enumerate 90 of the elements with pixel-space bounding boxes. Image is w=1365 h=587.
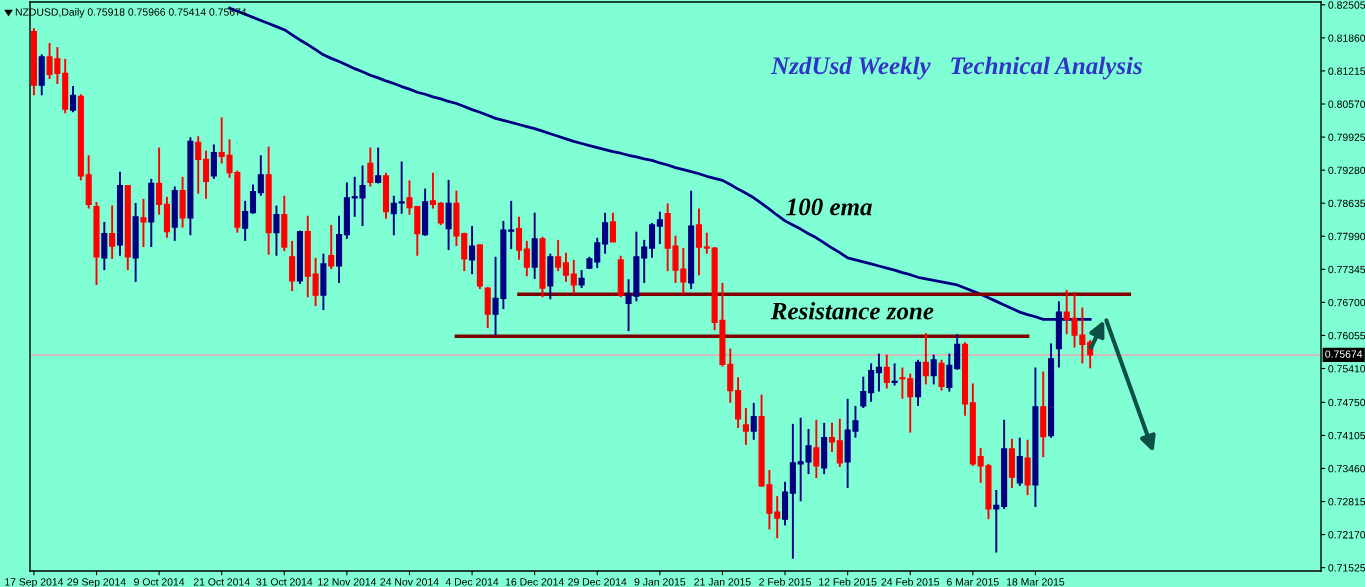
candlestick xyxy=(774,495,781,540)
y-tick-label: 0.79280 xyxy=(1328,166,1365,175)
candlestick xyxy=(602,211,609,255)
candlestick xyxy=(742,407,749,446)
candlestick xyxy=(641,238,648,284)
candlestick xyxy=(609,211,616,243)
x-tick-label: 24 Feb 2015 xyxy=(881,577,940,586)
candlestick xyxy=(249,183,257,215)
candlestick xyxy=(328,224,335,271)
y-tick-label: 0.76055 xyxy=(1328,331,1365,340)
candlestick xyxy=(703,231,710,255)
x-tick-label: 29 Sep 2014 xyxy=(67,578,126,587)
candlestick xyxy=(993,489,1000,554)
candlestick xyxy=(570,258,577,295)
candlestick xyxy=(860,375,867,409)
candlestick xyxy=(562,251,570,283)
series-label: 100 ema xyxy=(786,198,872,216)
candlestick xyxy=(899,366,906,400)
candlestick xyxy=(750,401,757,441)
text: NzdUsd Weekly Technical Analysis xyxy=(770,56,1142,80)
candlestick xyxy=(312,256,319,307)
y-tick-label: 0.71525 xyxy=(1328,564,1365,572)
candlestick xyxy=(375,146,382,185)
candlestick xyxy=(868,362,875,403)
x-tick-label: 12 Feb 2015 xyxy=(819,577,877,586)
candlestick xyxy=(922,332,929,386)
candlestick xyxy=(367,146,374,188)
candlestick xyxy=(156,146,163,216)
candlestick xyxy=(469,225,476,276)
y-tick-label: 0.81860 xyxy=(1328,34,1365,42)
candlestick xyxy=(398,160,405,215)
candlestick xyxy=(656,210,663,245)
candlestick xyxy=(875,352,882,393)
candlestick xyxy=(242,199,249,242)
candlestick xyxy=(930,353,937,386)
candlestick xyxy=(515,215,523,261)
y-tick-label: 0.80570 xyxy=(1328,100,1365,108)
x-tick-label: 18 Mar 2015 xyxy=(1006,578,1065,586)
candlestick xyxy=(648,221,656,259)
candlestick xyxy=(907,372,914,434)
candlestick xyxy=(555,238,562,273)
candlestick xyxy=(437,200,444,226)
candlestick xyxy=(938,358,945,392)
x-tick-label: 4 Dec 2014 xyxy=(445,578,499,586)
candlestick xyxy=(273,204,280,257)
candlestick xyxy=(508,199,515,251)
y-tick-label: 0.78635 xyxy=(1328,199,1365,208)
candlestick xyxy=(813,418,820,480)
x-tick-label: 17 Sep 2014 xyxy=(5,578,64,587)
y-tick-label: 0.74105 xyxy=(1328,431,1365,440)
candlestick xyxy=(883,353,890,390)
candlestick xyxy=(257,154,264,197)
y-tick-label: 0.81215 xyxy=(1328,67,1365,75)
x-tick-label: 16 Dec 2014 xyxy=(505,578,564,586)
x-tick-label: 6 Mar 2015 xyxy=(947,578,999,586)
y-tick-label: 0.72815 xyxy=(1328,498,1365,506)
x-tick-label: 21 Jan 2015 xyxy=(694,578,751,586)
candlestick xyxy=(195,135,202,195)
y-tick-label: 0.73460 xyxy=(1328,464,1365,473)
ref-line-label: 0.75674 xyxy=(1325,350,1363,358)
candlestick xyxy=(202,149,210,200)
candlestick xyxy=(836,417,843,468)
x-tick-label: 9 Jan 2015 xyxy=(634,578,686,586)
candlestick xyxy=(429,171,436,210)
x-tick-label: 31 Oct 2014 xyxy=(256,578,313,586)
candlestick xyxy=(69,85,77,114)
candlestick xyxy=(390,194,397,237)
y-tick-label: 0.79925 xyxy=(1328,133,1365,141)
candlestick xyxy=(210,143,217,180)
candlestick xyxy=(140,197,147,248)
y-tick-label: 0.77990 xyxy=(1328,232,1365,241)
y-tick-label: 0.77345 xyxy=(1328,265,1365,274)
y-tick-label: 0.75410 xyxy=(1328,365,1365,373)
candlestick xyxy=(109,204,116,260)
candlestick xyxy=(891,362,898,387)
x-tick-label: 24 Nov 2014 xyxy=(380,578,439,586)
y-tick-label: 0.82505 xyxy=(1328,1,1365,9)
x-tick-label: 29 Dec 2014 xyxy=(568,578,627,586)
y-tick-label: 0.76700 xyxy=(1328,298,1365,307)
x-tick-label: 2 Feb 2015 xyxy=(759,577,811,586)
candlestick xyxy=(695,207,703,277)
y-tick-label: 0.72170 xyxy=(1328,531,1365,539)
candlestick xyxy=(946,352,953,393)
x-tick-label: 9 Oct 2014 xyxy=(134,578,185,586)
annotation: Resistance zone xyxy=(770,301,934,320)
candlestick xyxy=(523,239,530,278)
y-tick-label: 0.74750 xyxy=(1328,398,1365,407)
x-tick-label: 12 Nov 2014 xyxy=(318,578,377,586)
x-tick-label: 21 Oct 2014 xyxy=(193,578,250,586)
candlestick xyxy=(828,421,836,454)
